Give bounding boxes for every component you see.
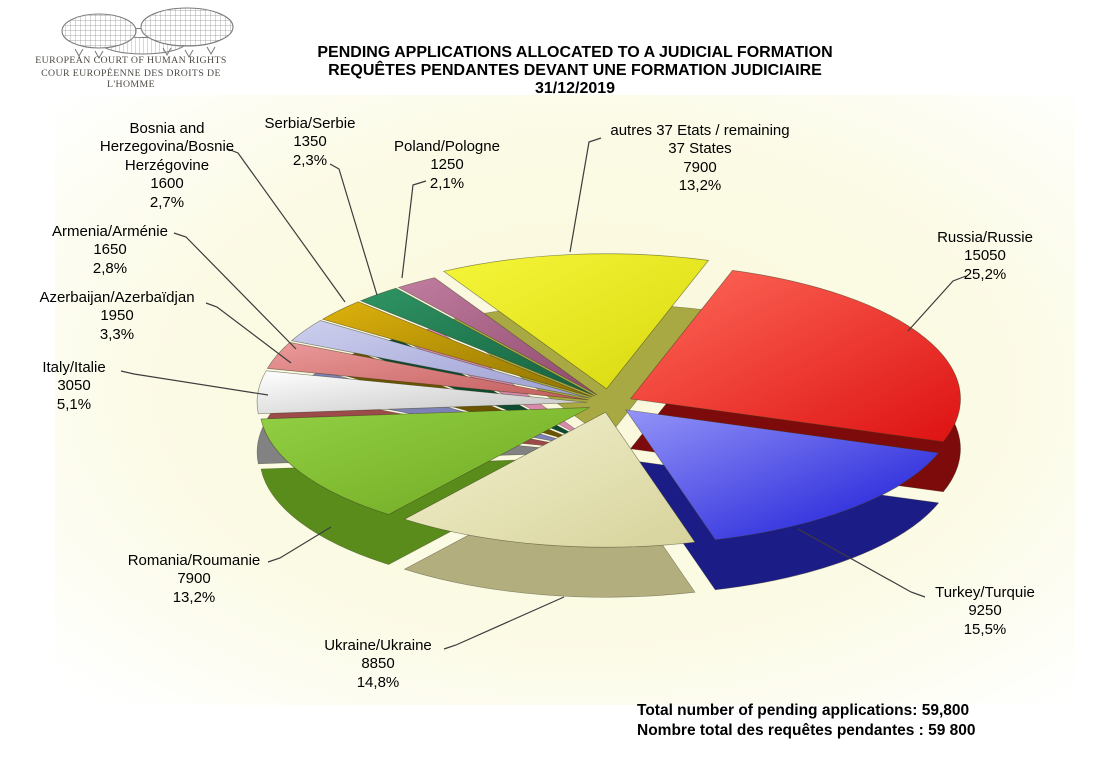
slice-label-line: 2,1% — [429, 174, 465, 192]
slice-label-line: 1950 — [100, 307, 134, 325]
leader-line-poland — [401, 180, 427, 279]
pie-slice-armenia — [290, 320, 591, 399]
logo-right-drum — [140, 7, 234, 59]
slice-label-line: 1250 — [430, 156, 464, 174]
slice-label-line: 37 States — [668, 140, 732, 158]
slice-label-line: 2,8% — [92, 259, 128, 277]
slice-label-line: Ukraine/Ukraine — [324, 637, 432, 654]
slice-label-line: 25,2% — [963, 265, 1007, 283]
pie-slice-italy — [256, 370, 588, 415]
slice-label-line: 2,7% — [149, 193, 185, 211]
slice-label-russia: Russia/Russie 15050 25,2% — [855, 229, 1115, 284]
slice-label-bosnia-herzegovina: Bosnia and Herzegovina/Bosnie Herzégovine 1… — [37, 120, 297, 212]
slice-label-line: Herzegovina/Bosnie — [99, 138, 235, 156]
pie-slice-poland — [397, 277, 598, 396]
slice-label-ukraine: Ukraine/Ukraine 8850 14,8% — [248, 637, 508, 692]
chart-title-block: PENDING APPLICATIONS ALLOCATED TO A JUDI… — [270, 44, 880, 98]
leader-line-serbia — [329, 163, 378, 296]
slice-label-line: Bosnia and — [129, 120, 205, 137]
slice-label-turkey: Turkey/Turquie 9250 15,5% — [855, 584, 1115, 639]
slice-label-line: 13,2% — [678, 177, 722, 195]
slice-label-line: 9250 — [968, 602, 1002, 620]
slice-label-line: autres 37 Etats / remaining — [610, 122, 790, 139]
slice-label-line: 14,8% — [356, 673, 400, 691]
slice-label-line: 1650 — [93, 241, 127, 259]
slice-label-line: 7900 — [177, 570, 211, 588]
pie-slice-bosnia-herzegovina — [321, 301, 593, 398]
total-line-en: Total number of pending applications: 59… — [637, 702, 970, 719]
slice-label-italy: Italy/Italie 3050 5,1% — [0, 359, 204, 414]
slice-label-serbia: Serbia/Serbie 1350 2,3% — [180, 115, 440, 170]
title-date: 31/12/2019 — [534, 80, 616, 97]
slice-label-line: 3,3% — [99, 325, 135, 343]
totals-block: Total number of pending applications: 59… — [637, 701, 976, 740]
slice-label-line: 8850 — [361, 655, 395, 673]
slice-label-line: Azerbaijan/Azerbaïdjan — [39, 289, 195, 306]
slice-label-line: Herzégovine — [124, 156, 210, 174]
leader-line-italy — [120, 370, 269, 396]
leader-line-armenia — [173, 232, 297, 350]
slice-label-line: 5,1% — [56, 395, 92, 413]
slice-label-line: Italy/Italie — [42, 359, 106, 376]
leader-line-ukraine — [443, 596, 565, 650]
pie-slice-turkey — [625, 409, 940, 541]
pie-slice-ukraine — [403, 411, 696, 548]
slice-label-line: Russia/Russie — [937, 229, 1033, 246]
leader-line-bosnia-herzegovina — [227, 148, 346, 303]
slice-label-line: 2,3% — [292, 151, 328, 169]
logo-text-en: EUROPEAN COURT OF HUMAN RIGHTS — [35, 55, 227, 66]
slice-label-line: Armenia/Arménie — [52, 223, 168, 240]
pie-slice-russia — [629, 270, 961, 443]
title-line-fr: REQUÊTES PENDANTES DEVANT UNE FORMATION … — [328, 62, 822, 79]
slice-label-line: 13,2% — [172, 588, 216, 606]
slice-label-line: 1350 — [293, 133, 327, 151]
leader-line-other-states — [569, 137, 602, 253]
slice-label-line: 1600 — [150, 175, 184, 193]
slice-label-line: 3050 — [57, 377, 91, 395]
slice-label-other-states: autres 37 Etats / remaining 37 States 7900… — [570, 122, 830, 196]
slice-label-armenia: Armenia/Arménie 1650 2,8% — [0, 223, 240, 278]
pie-slice-romania — [260, 407, 590, 515]
slice-label-azerbaijan: Azerbaijan/Azerbaïdjan 1950 3,3% — [0, 289, 247, 344]
title-line-en: PENDING APPLICATIONS ALLOCATED TO A JUDI… — [317, 44, 833, 61]
logo-text-fr: COUR EUROPÉENNE DES DROITS DE L'HOMME — [41, 68, 221, 90]
leader-line-russia — [907, 275, 967, 332]
slice-label-line: 15050 — [964, 247, 1006, 265]
slice-label-line: Romania/Roumanie — [127, 552, 261, 569]
leader-line-turkey — [797, 528, 926, 598]
slice-label-line: 7900 — [683, 158, 717, 176]
slice-label-line: 15,5% — [963, 620, 1007, 638]
slice-label-line: Turkey/Turquie — [935, 584, 1035, 601]
logo-left-drum — [61, 13, 137, 60]
echr-building-logo-icon — [61, 7, 234, 60]
leader-line-romania — [267, 526, 332, 563]
total-line-fr: Nombre total des requêtes pendantes : 59… — [637, 721, 976, 739]
leader-line-azerbaijan — [205, 302, 292, 364]
slice-label-line: Serbia/Serbie — [264, 115, 356, 132]
slice-label-romania: Romania/Roumanie 7900 13,2% — [64, 552, 324, 607]
pie-slice-other-states — [442, 253, 710, 390]
slice-label-line: Poland/Pologne — [394, 138, 500, 155]
pie-slice-serbia — [359, 287, 596, 397]
slice-label-poland: Poland/Pologne 1250 2,1% — [317, 138, 577, 193]
